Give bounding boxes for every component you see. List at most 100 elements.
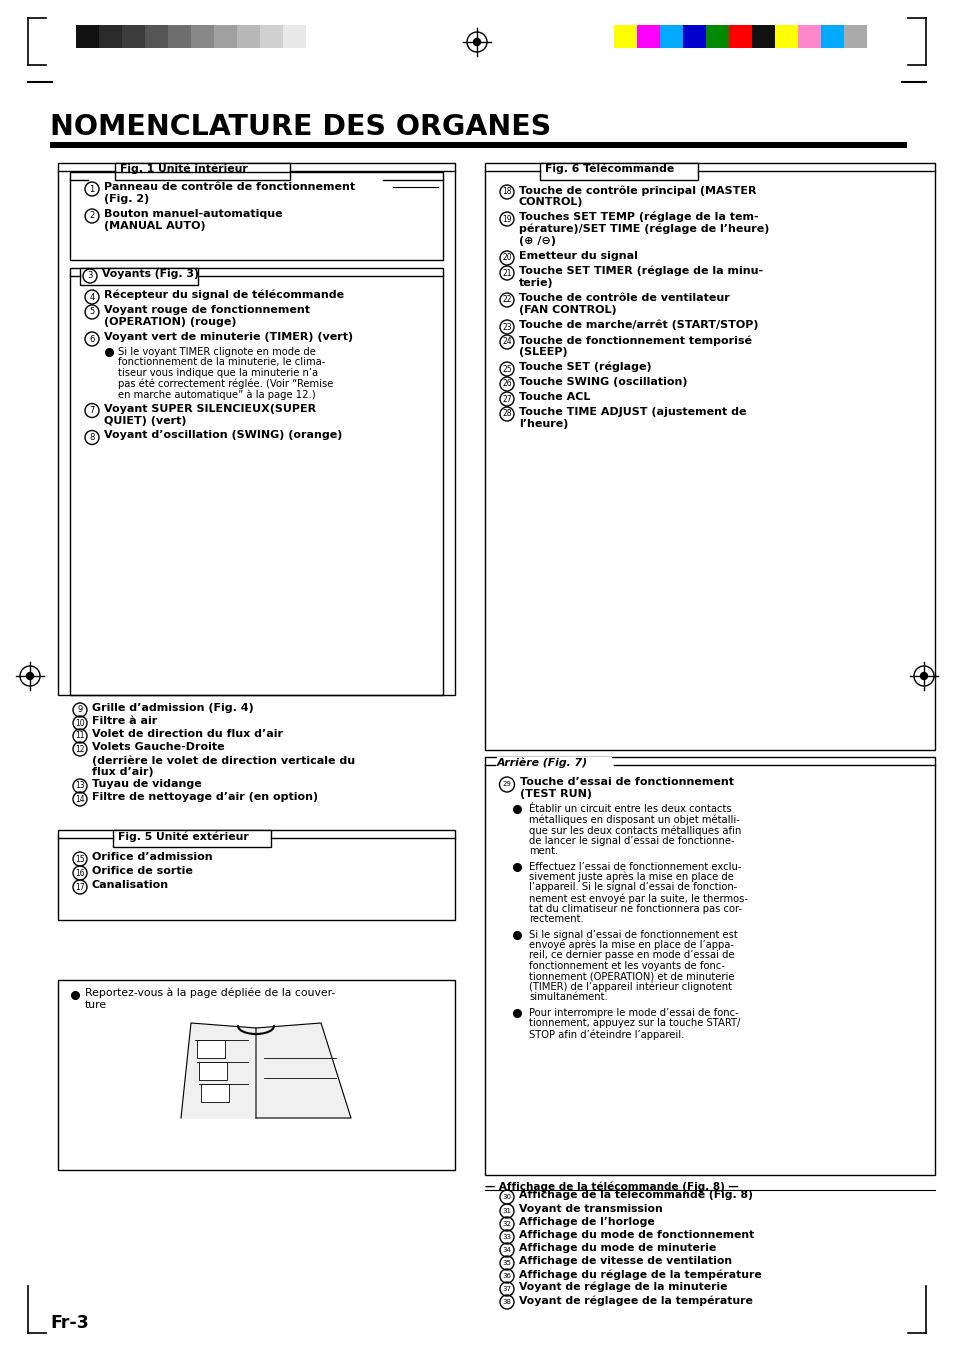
Text: ture: ture (85, 1000, 107, 1011)
Bar (728, 26, 751, 49)
Bar (484, 757, 934, 1175)
Text: Filtre de nettoyage d’air (en option): Filtre de nettoyage d’air (en option) (91, 792, 317, 802)
Text: tionnement, appuyez sur la touche START/: tionnement, appuyez sur la touche START/ (529, 1019, 740, 1028)
Circle shape (920, 673, 926, 680)
Text: reil, ce dernier passe en mode d’essai de: reil, ce dernier passe en mode d’essai d… (529, 951, 734, 961)
Text: Touche de contrôle de ventilateur: Touche de contrôle de ventilateur (518, 293, 729, 303)
Text: 31: 31 (502, 1208, 511, 1215)
Text: 22: 22 (501, 296, 511, 304)
Bar (50, 142, 906, 149)
Text: Affichage du mode de minuterie: Affichage du mode de minuterie (518, 1243, 716, 1252)
Bar (196, 1040, 225, 1058)
Text: Tuyau de vidange: Tuyau de vidange (91, 780, 201, 789)
Text: Voyant vert de minuterie (TIMER) (vert): Voyant vert de minuterie (TIMER) (vert) (104, 332, 353, 342)
Text: fonctionnement de la minuterie, le clima-: fonctionnement de la minuterie, le clima… (118, 358, 325, 367)
Bar (145, 26, 168, 49)
Text: que sur les deux contacts métalliques afin: que sur les deux contacts métalliques af… (529, 825, 740, 835)
Text: tiseur vous indique que la minuterie n’a: tiseur vous indique que la minuterie n’a (118, 367, 317, 378)
Text: 23: 23 (501, 323, 511, 331)
Text: Récepteur du signal de télécommande: Récepteur du signal de télécommande (104, 290, 344, 300)
Text: CONTROL): CONTROL) (518, 197, 583, 207)
Text: 28: 28 (501, 409, 511, 419)
Bar (191, 26, 213, 49)
Text: 18: 18 (501, 188, 511, 196)
Text: Arrière (Fig. 7): Arrière (Fig. 7) (497, 758, 587, 769)
Text: 20: 20 (501, 254, 511, 262)
Text: Touche TIME ADJUST (ajustement de: Touche TIME ADJUST (ajustement de (518, 407, 745, 417)
Text: Si le signal d’essai de fonctionnement est: Si le signal d’essai de fonctionnement e… (529, 929, 737, 939)
Bar (201, 1084, 229, 1102)
Text: 34: 34 (502, 1247, 511, 1252)
Text: flux d’air): flux d’air) (91, 767, 153, 777)
Text: Fig. 6 Télécommande: Fig. 6 Télécommande (544, 163, 674, 174)
Text: tat du climatiseur ne fonctionnera pas cor-: tat du climatiseur ne fonctionnera pas c… (529, 904, 741, 913)
Text: (derrière le volet de direction verticale du: (derrière le volet de direction vertical… (91, 755, 355, 766)
Bar (115, 163, 290, 180)
Bar (260, 26, 283, 49)
Text: Établir un circuit entre les deux contacts: Établir un circuit entre les deux contac… (529, 804, 731, 815)
Text: nement est envoyé par la suite, le thermos-: nement est envoyé par la suite, le therm… (529, 893, 747, 904)
Text: Affichage de la télécommande (Fig. 8): Affichage de la télécommande (Fig. 8) (518, 1190, 752, 1201)
Bar (705, 26, 728, 49)
Text: Touche SWING (oscillation): Touche SWING (oscillation) (518, 377, 687, 386)
Text: (⊕ /⊖): (⊕ /⊖) (518, 236, 556, 246)
Text: métalliques en disposant un objet métalli-: métalliques en disposant un objet métall… (529, 815, 740, 825)
Text: Affichage de l’horloge: Affichage de l’horloge (518, 1217, 654, 1227)
Text: Orifice de sortie: Orifice de sortie (91, 866, 193, 875)
Bar (168, 26, 191, 49)
Bar (112, 830, 271, 847)
Bar (99, 26, 122, 49)
Text: 10: 10 (75, 719, 85, 727)
Text: Voyant d’oscillation (SWING) (orange): Voyant d’oscillation (SWING) (orange) (104, 431, 342, 440)
Text: NOMENCLATURE DES ORGANES: NOMENCLATURE DES ORGANES (50, 113, 551, 141)
Text: Touche SET TIMER (réglage de la minu-: Touche SET TIMER (réglage de la minu- (518, 266, 762, 277)
Text: 29: 29 (502, 781, 511, 788)
Text: 30: 30 (502, 1194, 511, 1200)
Text: Effectuez l’essai de fonctionnement exclu-: Effectuez l’essai de fonctionnement excl… (529, 862, 740, 871)
Text: Voyant de réglage de la minuterie: Voyant de réglage de la minuterie (518, 1282, 727, 1293)
Bar (58, 979, 455, 1170)
Text: 38: 38 (502, 1300, 511, 1305)
Bar (751, 26, 774, 49)
Text: Fr-3: Fr-3 (50, 1315, 89, 1332)
Bar (774, 26, 797, 49)
Text: Si le voyant TIMER clignote en mode de: Si le voyant TIMER clignote en mode de (118, 347, 315, 357)
Bar (76, 26, 99, 49)
Text: Bouton manuel-automatique: Bouton manuel-automatique (104, 209, 282, 219)
Text: tionnement (OPERATION) et de minuterie: tionnement (OPERATION) et de minuterie (529, 971, 734, 981)
Text: Emetteur du signal: Emetteur du signal (518, 251, 638, 261)
Text: 8: 8 (90, 434, 94, 442)
Text: 1: 1 (90, 185, 94, 193)
Text: 27: 27 (501, 394, 511, 404)
Bar (70, 172, 442, 259)
Text: 4: 4 (90, 293, 94, 301)
Bar (199, 1062, 227, 1079)
Text: Voyants (Fig. 3): Voyants (Fig. 3) (102, 269, 198, 280)
Text: 14: 14 (75, 794, 85, 804)
Polygon shape (181, 1023, 255, 1119)
Text: l’appareil. Si le signal d’essai de fonction-: l’appareil. Si le signal d’essai de fonc… (529, 882, 737, 893)
Bar (213, 26, 236, 49)
Bar (614, 26, 637, 49)
Bar (80, 267, 198, 285)
Text: — Affichage de la télécommande (Fig. 8) —: — Affichage de la télécommande (Fig. 8) … (484, 1181, 738, 1192)
Text: simultanément.: simultanément. (529, 993, 607, 1002)
Circle shape (27, 673, 33, 680)
Text: 13: 13 (75, 781, 85, 790)
Text: (FAN CONTROL): (FAN CONTROL) (518, 305, 616, 315)
Text: 3: 3 (88, 272, 92, 281)
Text: 9: 9 (77, 705, 83, 715)
Bar (122, 26, 145, 49)
Text: 15: 15 (75, 854, 85, 863)
Text: Voyant SUPER SILENCIEUX(SUPER: Voyant SUPER SILENCIEUX(SUPER (104, 404, 315, 413)
Text: ment.: ment. (529, 846, 558, 857)
Bar (236, 26, 260, 49)
Bar (58, 163, 455, 694)
Bar (484, 163, 934, 750)
Text: 36: 36 (502, 1273, 511, 1279)
Text: (OPERATION) (rouge): (OPERATION) (rouge) (104, 317, 236, 327)
Text: Canalisation: Canalisation (91, 880, 169, 890)
Text: (TIMER) de l’appareil intérieur clignotent: (TIMER) de l’appareil intérieur clignote… (529, 982, 731, 993)
Text: Touches SET TEMP (réglage de la tem-: Touches SET TEMP (réglage de la tem- (518, 212, 758, 223)
Bar (843, 26, 866, 49)
